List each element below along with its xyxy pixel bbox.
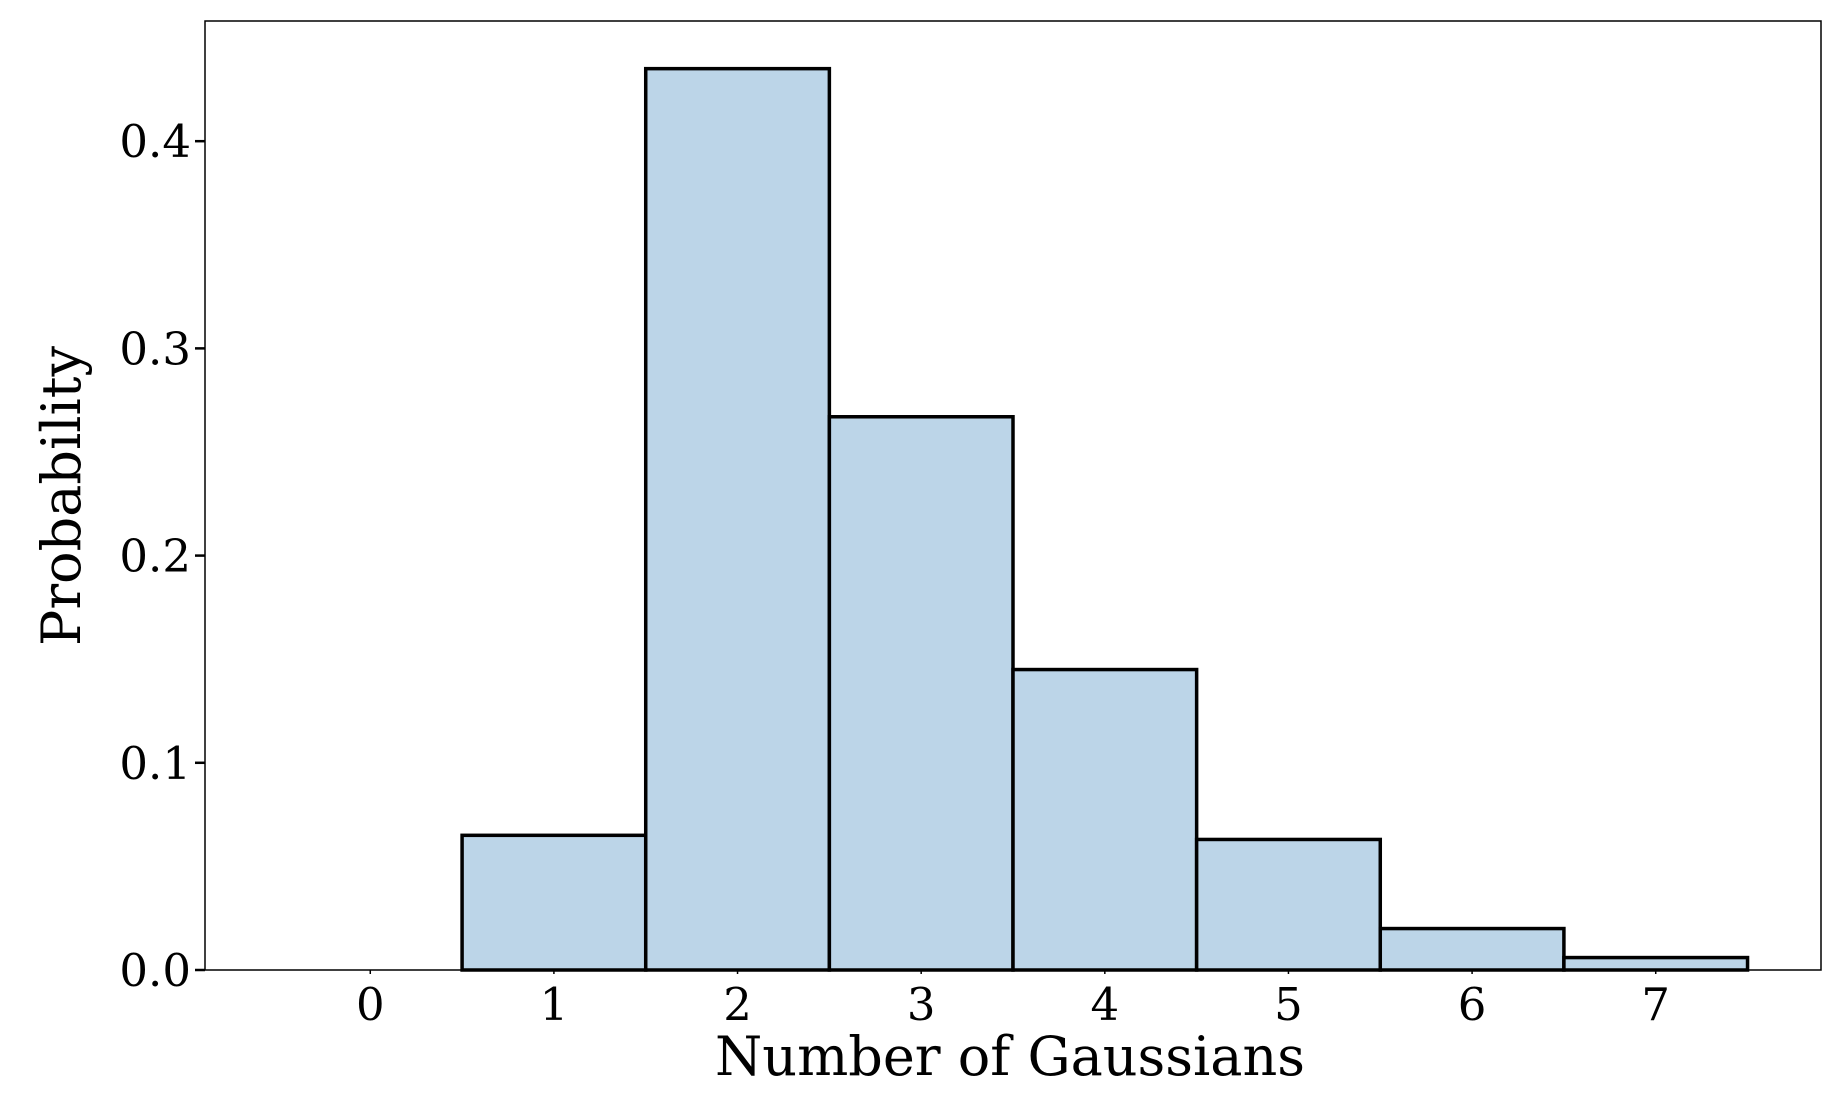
y-tick-label: 0.3 xyxy=(119,322,191,375)
bar xyxy=(1011,667,1199,972)
plot-frame xyxy=(204,20,1822,971)
x-tick-label: 2 xyxy=(723,978,752,1031)
bar xyxy=(1562,955,1750,972)
x-axis-label: Number of Gaussians xyxy=(715,1025,1305,1088)
x-tick-label: 1 xyxy=(540,978,569,1031)
bar xyxy=(460,833,648,972)
bar xyxy=(643,66,832,972)
bar xyxy=(827,415,1015,972)
x-tick-label: 0 xyxy=(356,978,385,1031)
y-tick-label: 0.1 xyxy=(119,737,191,790)
x-tick-label: 4 xyxy=(1090,978,1119,1031)
y-tick-label: 0.4 xyxy=(119,115,191,168)
x-tick-label: 3 xyxy=(907,978,936,1031)
bar xyxy=(1194,837,1383,972)
x-tick-label: 5 xyxy=(1274,978,1303,1031)
x-tick-label: 7 xyxy=(1641,978,1670,1031)
y-tick-label: 0.2 xyxy=(119,530,191,583)
x-tick-label: 6 xyxy=(1458,978,1487,1031)
y-axis-label: Probability xyxy=(30,346,93,646)
bar xyxy=(1378,926,1566,972)
y-tick-label: 0.0 xyxy=(119,944,191,997)
